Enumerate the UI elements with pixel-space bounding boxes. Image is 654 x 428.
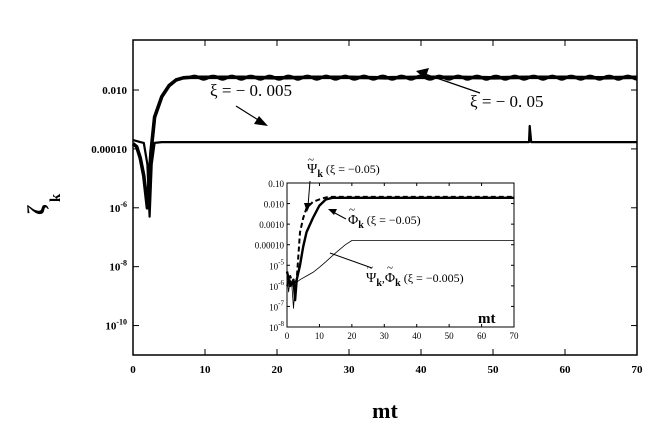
main-x-axis-label: mt [372, 398, 398, 423]
y-tick-label: 10-8 [109, 259, 127, 274]
inset-annotation-psiphi-tail: (ξ = −0.005) [404, 271, 464, 285]
y-tick-label: 10-6 [269, 279, 284, 292]
x-tick-label: 30 [344, 364, 356, 376]
x-tick-label: 20 [347, 331, 357, 341]
inset-annotation-psi-005-tail: (ξ = −0.05) [326, 162, 380, 176]
inset-annotation-psiphi-sub1: k [376, 278, 382, 289]
y-tick-label: 10-5 [269, 258, 284, 271]
annotation-arrow-005-line [421, 72, 481, 94]
y-tick-label: 0.10 [268, 179, 284, 189]
main-panel: 0 10 20 30 40 50 60 70 0.010 0.00010 10-6 10-8 10-1… [24, 39, 643, 423]
inset-annotation-phi-005-symbol: Φ [348, 213, 358, 228]
inset-annotation-psi-005-symbol: Ψ [307, 162, 318, 177]
inset-annotation-phi-005-sub: k [358, 220, 364, 231]
y-tick-label: 10-6 [109, 200, 127, 215]
x-tick-label: 20 [272, 364, 284, 376]
main-y-axis-label: ζ k [24, 193, 64, 215]
inset-arrow-psi-head [304, 203, 311, 212]
series-line-1 [285, 196, 514, 302]
main-y-axis-label-main: ζ [24, 204, 50, 215]
main-y-ticks: 0.010 0.00010 10-6 10-8 10-10 [91, 85, 637, 333]
y-tick-label: 0.00010 [91, 144, 127, 156]
inset-arrow-phi-line [332, 211, 347, 220]
tilde-mark: ~ [387, 262, 393, 274]
x-tick-label: 40 [412, 331, 422, 341]
svg-text:Φk(ξ = −0.05): Φk (ξ = −0.05) [348, 213, 421, 231]
series-line-2 [286, 240, 514, 309]
x-tick-label: 70 [632, 364, 644, 376]
inset-annotation-psi-005-sub: k [317, 169, 323, 180]
x-tick-label: 10 [200, 364, 212, 376]
x-tick-label: 40 [416, 364, 428, 376]
y-tick-label: 10-7 [269, 299, 284, 312]
annotation-arrow-005-head [416, 68, 429, 79]
y-tick-label: 0.0010 [259, 220, 284, 230]
inset-annotation-psiphi-sub2: k [395, 278, 401, 289]
y-tick-label: 0.010 [102, 85, 127, 97]
inset-plot-frame [286, 182, 515, 328]
svg-text:Ψk,Φk(ξ = −0.005): Ψk,Φk (ξ = −0.005) [366, 271, 464, 289]
x-tick-label: 60 [560, 364, 572, 376]
tilde-mark: ~ [349, 204, 355, 216]
tilde-mark: ~ [367, 262, 373, 274]
inset-annotation-psi-005: Ψk (ξ = −0.05) ~ [307, 154, 380, 180]
annotation-arrow-0005-head [254, 116, 268, 126]
inset-background [252, 178, 514, 333]
inset-panel: 0 10 20 30 40 50 60 70 0.10 0.010 0.0010 0.00010 10… [252, 154, 519, 341]
inset-annotation-phi-005: Φk (ξ = −0.05) ~ [348, 204, 421, 231]
inset-arrow-psi-line [307, 180, 311, 207]
x-tick-label: 70 [510, 331, 520, 341]
inset-arrow-phi-head [328, 209, 337, 215]
series-line-1 [132, 124, 637, 218]
inset-x-ticks: 0 10 20 30 40 50 60 70 [285, 183, 519, 341]
inset-x-axis-label: mt [478, 311, 496, 327]
main-x-ticks: 0 10 20 30 40 50 60 70 [130, 40, 643, 376]
x-tick-label: 50 [488, 364, 500, 376]
inset-annotation-phi-005-tail: (ξ = −0.05) [367, 213, 421, 227]
main-series [131, 74, 638, 218]
main-y-axis-label-sub: k [48, 193, 64, 202]
inset-arrow-psiphi-line [329, 252, 373, 269]
x-tick-label: 0 [285, 331, 290, 341]
y-tick-label: 10-8 [269, 320, 284, 333]
svg-text:Ψk(ξ = −0.05): Ψk (ξ = −0.05) [307, 162, 380, 180]
series-line-0-wave [190, 74, 638, 81]
annotation-xi-0005: ξ = − 0. 005 [210, 81, 292, 100]
x-tick-label: 10 [315, 331, 325, 341]
inset-annotation-psiphi-0005: Ψk,Φk (ξ = −0.005) ~ ~ [366, 262, 464, 289]
x-tick-label: 0 [130, 364, 136, 376]
x-tick-label: 60 [477, 331, 487, 341]
inset-y-ticks: 0.10 0.010 0.0010 0.00010 10-5 10-6 10-7 10-8 [255, 179, 514, 333]
inset-annotation-psiphi-psi: Ψ [366, 271, 377, 286]
y-tick-label: 10-10 [105, 318, 127, 333]
x-tick-label: 50 [445, 331, 455, 341]
y-tick-label: 0.010 [264, 200, 285, 210]
inset-series [285, 195, 514, 309]
x-tick-label: 30 [380, 331, 390, 341]
inset-annotation-psiphi-phi: Φ [385, 271, 395, 286]
annotation-xi-005: ξ = − 0. 05 [470, 92, 544, 111]
main-plot-frame [132, 39, 638, 356]
tilde-mark: ~ [308, 154, 314, 166]
y-tick-label: 0.00010 [255, 241, 285, 251]
